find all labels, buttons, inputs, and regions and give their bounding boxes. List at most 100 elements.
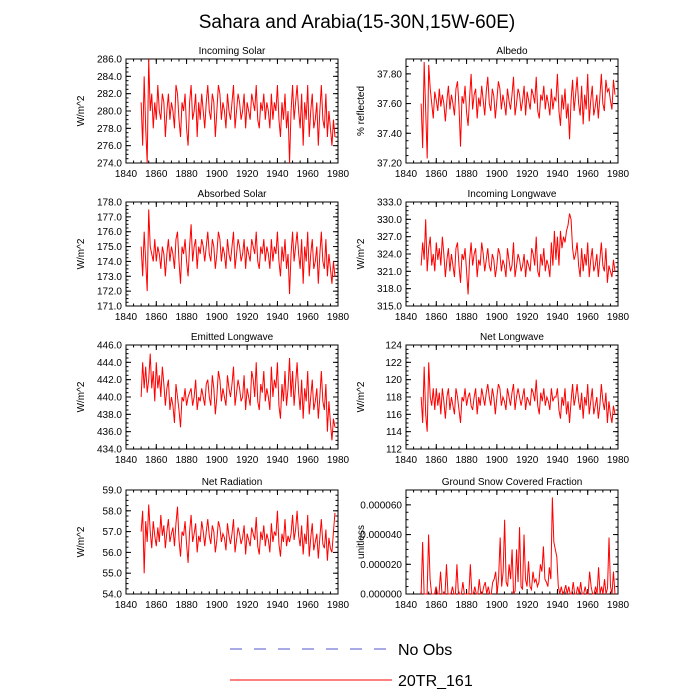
x-tick-label: 1920 [516,169,539,180]
x-tick-label: 1980 [607,600,630,611]
y-tick-label: 58.0 [103,506,123,517]
series-line-incoming-solar [140,58,336,164]
y-tick-label: 120 [385,375,402,386]
y-tick-label: 37.80 [377,69,402,80]
y-tick-label: 434.0 [97,445,122,456]
chart-albedo: Albedo % reflected 1840 1860 1880 1900 1920 194… [356,46,630,180]
series-line-incoming-longwave [420,213,616,295]
x-tick-label: 1920 [236,455,259,466]
chart-panels: Incoming Solar W/m^2 1840 1860 1880 1900 1920 1… [76,46,630,611]
y-tick-label: 118 [386,393,402,404]
panel-title: Incoming Longwave [468,189,557,200]
y-tick-label: 116 [386,410,402,421]
y-tick-label: 286.0 [97,55,122,66]
x-tick-label: 1840 [115,455,138,466]
x-tick-label: 1880 [175,312,198,323]
x-tick-label: 1960 [297,312,320,323]
x-tick-label: 1980 [607,169,630,180]
series-line-albedo [420,61,616,159]
y-tick-label: 282.0 [97,89,122,100]
chart-net-radiation: Net Radiation W/m^2 1840 1860 1880 1900 1920 19… [76,477,350,611]
y-tick-label: 0.000000 [360,590,402,601]
y-tick-label: 446.0 [97,341,122,352]
y-tick-label: 122 [385,358,402,369]
y-tick-label: 55.0 [103,569,123,580]
x-tick-label: 1980 [607,312,630,323]
y-tick-label: 174.0 [97,257,122,268]
y-tick-label: 124 [385,341,402,352]
x-tick-label: 1860 [145,312,168,323]
x-tick-label: 1920 [516,455,539,466]
x-tick-label: 1840 [395,600,418,611]
y-tick-label: 440.0 [97,393,122,404]
x-tick-label: 1940 [266,600,289,611]
series-line-net-longwave [420,362,616,432]
x-tick-label: 1860 [145,600,168,611]
x-tick-label: 1840 [115,312,138,323]
y-tick-label: 177.0 [97,212,122,223]
x-tick-label: 1900 [206,600,229,611]
x-tick-label: 1860 [145,455,168,466]
y-tick-label: 330.0 [377,215,402,226]
panel-title: Emitted Longwave [191,332,274,343]
x-tick-label: 1960 [577,169,600,180]
x-tick-label: 1920 [236,169,259,180]
y-tick-label: 436.0 [97,427,122,438]
x-tick-label: 1880 [455,600,478,611]
series-line-emitted-longwave [140,353,336,441]
y-tick-label: 438.0 [97,410,122,421]
chart-incoming-solar: Incoming Solar W/m^2 1840 1860 1880 1900 1920 1… [76,46,350,180]
chart-ground-snow-covered-fraction: Ground Snow Covered Fraction unitless 1840… [356,477,630,611]
x-tick-label: 1940 [546,455,569,466]
plot-frame [405,489,619,595]
panel-title: Net Radiation [202,477,263,488]
y-tick-label: 315.0 [377,302,402,313]
y-tick-label: 57.0 [103,527,123,538]
x-tick-label: 1960 [297,455,320,466]
x-tick-label: 1920 [516,600,539,611]
chart-net-longwave: Net Longwave W/m^2 1840 1860 1880 1900 1920 194… [356,332,630,466]
x-tick-label: 1980 [327,312,350,323]
x-tick-label: 1880 [175,455,198,466]
x-tick-label: 1940 [546,169,569,180]
y-tick-label: 114 [386,427,402,438]
x-tick-label: 1940 [266,455,289,466]
x-tick-label: 1920 [236,312,259,323]
x-tick-label: 1920 [236,600,259,611]
y-tick-label: 274.0 [97,159,122,170]
x-tick-label: 1860 [425,600,448,611]
x-tick-label: 1960 [297,169,320,180]
x-tick-label: 1880 [175,600,198,611]
x-tick-label: 1900 [486,169,509,180]
x-tick-label: 1900 [206,169,229,180]
x-tick-label: 1880 [455,312,478,323]
x-tick-label: 1960 [577,455,600,466]
series-line-net-radiation [140,504,336,574]
x-tick-label: 1880 [455,455,478,466]
x-tick-label: 1900 [486,455,509,466]
y-tick-label: 278.0 [97,124,122,135]
y-axis-label: W/m^2 [76,238,87,269]
x-tick-label: 1860 [425,169,448,180]
y-tick-label: 37.60 [377,99,402,110]
x-tick-label: 1940 [266,312,289,323]
x-tick-label: 1940 [546,312,569,323]
y-tick-label: 37.20 [377,159,402,170]
x-tick-label: 1980 [607,455,630,466]
x-tick-label: 1900 [206,455,229,466]
panel-title: Incoming Solar [199,46,266,57]
y-tick-label: 280.0 [97,107,122,118]
x-tick-label: 1840 [395,169,418,180]
series-line-absorbed-solar [140,209,336,295]
x-tick-label: 1840 [395,312,418,323]
legend-no-obs-label: No Obs [398,642,452,659]
y-tick-label: 172.0 [97,287,122,298]
y-tick-label: 284.0 [97,72,122,83]
y-tick-label: 444.0 [97,358,122,369]
x-tick-label: 1860 [425,312,448,323]
x-tick-label: 1840 [115,600,138,611]
x-tick-label: 1840 [115,169,138,180]
panel-title: Net Longwave [480,332,544,343]
x-tick-label: 1980 [327,455,350,466]
